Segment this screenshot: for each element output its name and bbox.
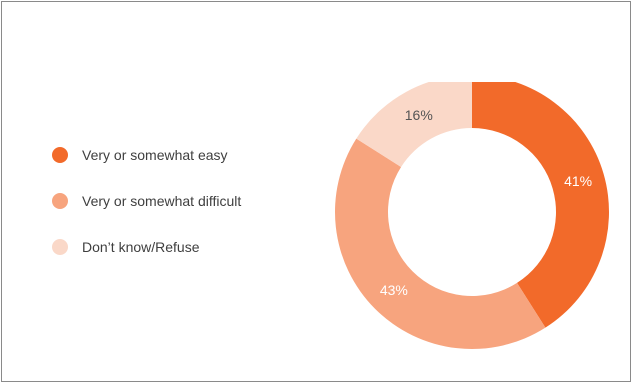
donut-slice-dont-know <box>356 82 472 167</box>
legend: Very or somewhat easy Very or somewhat d… <box>52 144 241 282</box>
donut-chart: 41% 43% 16% <box>335 82 609 349</box>
chart-frame: Very or somewhat easy Very or somewhat d… <box>1 1 631 382</box>
legend-label-dont-know: Don’t know/Refuse <box>82 239 200 255</box>
legend-label-difficult: Very or somewhat difficult <box>82 193 242 209</box>
data-label-easy: 41% <box>564 173 592 189</box>
data-label-difficult: 43% <box>380 282 408 298</box>
legend-item-very-or-somewhat-easy: Very or somewhat easy <box>52 144 241 166</box>
legend-item-very-or-somewhat-difficult: Very or somewhat difficult <box>52 190 241 212</box>
legend-swatch-easy <box>52 147 68 163</box>
donut-slice-difficult <box>335 138 546 349</box>
legend-label-easy: Very or somewhat easy <box>82 147 228 163</box>
legend-swatch-dont-know <box>52 239 68 255</box>
data-label-dont-know: 16% <box>405 107 433 123</box>
legend-swatch-difficult <box>52 193 68 209</box>
legend-item-dont-know-refuse: Don’t know/Refuse <box>52 236 241 258</box>
donut-slice-easy <box>472 82 609 328</box>
